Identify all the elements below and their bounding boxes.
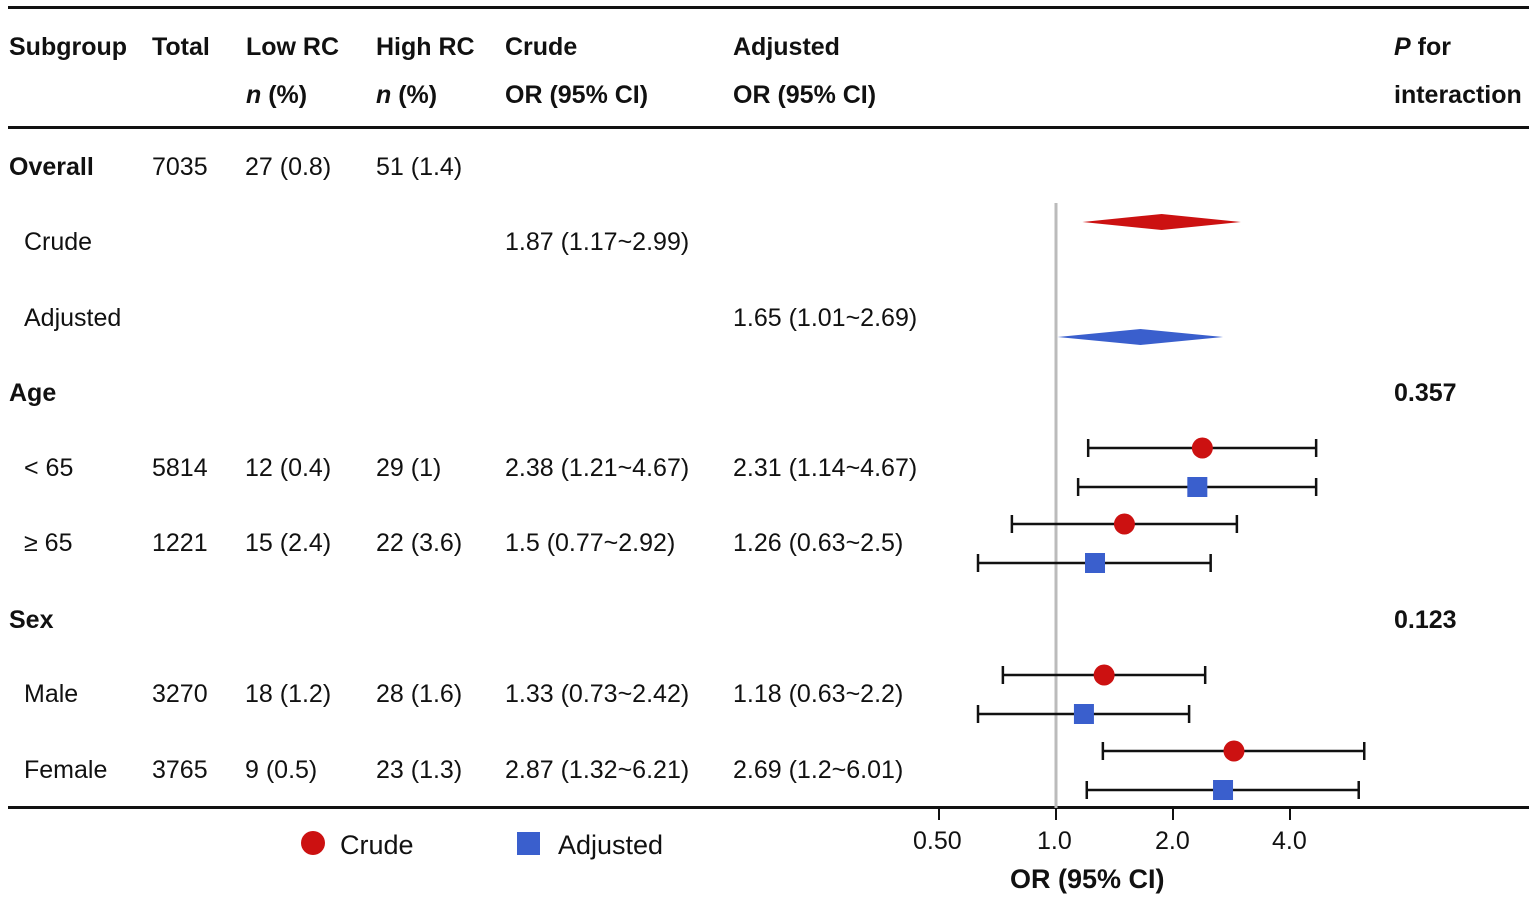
row-low-age-ge65: 15 (2.4) xyxy=(245,529,332,557)
header-crude: Crude xyxy=(505,33,578,61)
row-crude-age-ge65: 1.5 (0.77~2.92) xyxy=(505,529,676,557)
row-label-overall: Overall xyxy=(9,153,94,181)
row-label-sex: Sex xyxy=(9,606,54,634)
bottom-rule xyxy=(8,806,1529,809)
row-low-overall: 27 (0.8) xyxy=(245,153,332,181)
row-total-overall: 7035 xyxy=(152,153,208,181)
row-label-male: Male xyxy=(24,680,79,708)
row-high-age-ge65: 22 (3.6) xyxy=(376,529,463,557)
legend-crude-dot xyxy=(301,831,325,855)
row-total-male: 3270 xyxy=(152,680,208,708)
xtick-label-1: 1.0 xyxy=(1037,827,1072,855)
row-high-overall: 51 (1.4) xyxy=(376,153,463,181)
row-label-age-ge65: ≥ 65 xyxy=(24,529,73,557)
header-high-rc: High RC xyxy=(376,33,475,61)
row-high-age-lt65: 29 (1) xyxy=(376,454,442,482)
row-p-age: 0.357 xyxy=(1394,379,1457,407)
row-crude-female: 2.87 (1.32~6.21) xyxy=(505,756,690,784)
legend-adjusted-label: Adjusted xyxy=(558,830,664,860)
header-total: Total xyxy=(152,33,210,61)
row-adjusted-age-lt65: 2.31 (1.14~4.67) xyxy=(733,454,918,482)
legend-adjusted-square xyxy=(517,832,540,855)
xtick-label-2: 2.0 xyxy=(1155,827,1190,855)
xtick-label-3: 4.0 xyxy=(1272,827,1307,855)
point-crude-2 xyxy=(1093,664,1115,686)
row-adjusted-overall: 1.65 (1.01~2.69) xyxy=(733,304,918,332)
row-low-age-lt65: 12 (0.4) xyxy=(245,454,332,482)
p-italic: P xyxy=(1394,33,1411,61)
row-label-crude: Crude xyxy=(24,228,93,256)
row-crude-male: 1.33 (0.73~2.42) xyxy=(505,680,690,708)
legend-crude-label: Crude xyxy=(340,830,414,860)
row-label-female: Female xyxy=(24,756,108,784)
header-rule xyxy=(8,126,1529,129)
header-p-for: P for xyxy=(1394,32,1451,62)
row-adjusted-age-ge65: 1.26 (0.63~2.5) xyxy=(733,529,904,557)
row-label-adjusted: Adjusted xyxy=(24,304,122,332)
diamond-adjusted xyxy=(1057,329,1224,345)
header-low-rc: Low RC xyxy=(246,33,340,61)
top-rule xyxy=(8,6,1529,9)
row-total-female: 3765 xyxy=(152,756,208,784)
x-axis-title: OR (95% CI) xyxy=(1010,864,1165,894)
row-label-age: Age xyxy=(9,379,57,407)
row-low-female: 9 (0.5) xyxy=(245,756,318,784)
header-adjusted: Adjusted xyxy=(733,33,840,61)
p-for-text: for xyxy=(1410,33,1451,61)
n-italic: n xyxy=(246,81,262,109)
header-high-rc-n: n (%) xyxy=(376,80,437,110)
row-high-female: 23 (1.3) xyxy=(376,756,463,784)
n-pct: (%) xyxy=(391,81,438,109)
row-adjusted-male: 1.18 (0.63~2.2) xyxy=(733,680,904,708)
point-crude-3 xyxy=(1223,740,1245,762)
point-adjusted-1 xyxy=(1085,553,1106,573)
row-crude-overall: 1.87 (1.17~2.99) xyxy=(505,228,690,256)
diamond-crude xyxy=(1082,214,1241,230)
point-adjusted-0 xyxy=(1187,477,1208,497)
point-crude-1 xyxy=(1113,513,1135,535)
row-total-age-lt65: 5814 xyxy=(152,454,208,482)
point-adjusted-2 xyxy=(1073,704,1094,724)
header-crude-or: OR (95% CI) xyxy=(505,81,649,109)
row-crude-age-lt65: 2.38 (1.21~4.67) xyxy=(505,454,690,482)
header-adjusted-or: OR (95% CI) xyxy=(733,81,877,109)
row-low-male: 18 (1.2) xyxy=(245,680,332,708)
n-italic: n xyxy=(376,81,392,109)
row-p-sex: 0.123 xyxy=(1394,606,1457,634)
xtick-label-0: 0.50 xyxy=(913,827,962,855)
header-low-rc-n: n (%) xyxy=(246,80,307,110)
header-subgroup: Subgroup xyxy=(9,33,128,61)
header-interaction: interaction xyxy=(1394,81,1522,109)
row-total-age-ge65: 1221 xyxy=(152,529,208,557)
n-pct: (%) xyxy=(261,81,308,109)
point-crude-0 xyxy=(1191,437,1213,459)
row-high-male: 28 (1.6) xyxy=(376,680,463,708)
point-adjusted-3 xyxy=(1213,780,1234,800)
row-adjusted-female: 2.69 (1.2~6.01) xyxy=(733,756,904,784)
row-label-age-lt65: < 65 xyxy=(24,454,74,482)
